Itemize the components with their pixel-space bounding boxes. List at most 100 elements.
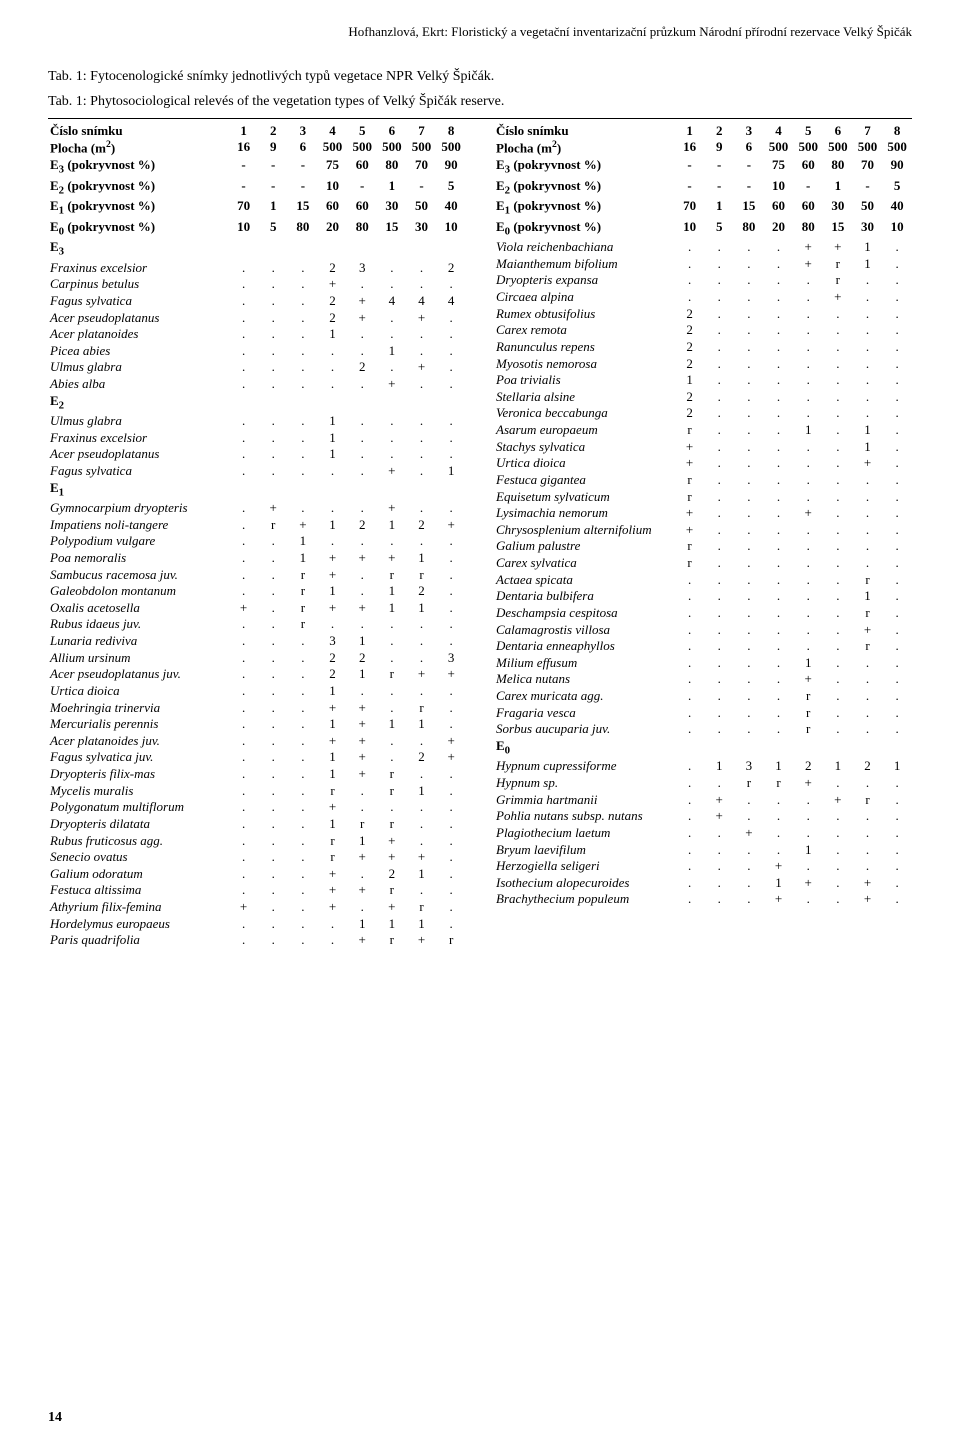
cell-value: . <box>675 638 705 655</box>
cell-value: 2 <box>675 306 705 323</box>
table-row: Circaea alpina.....+.. <box>494 289 912 306</box>
cell-value <box>436 480 466 500</box>
cell-value <box>347 239 377 259</box>
row-label: Veronica beccabunga <box>494 405 675 422</box>
table-row: Ulmus glabra....2.+. <box>48 359 466 376</box>
cell-value: . <box>882 239 912 256</box>
cell-value: . <box>734 538 764 555</box>
cell-value: . <box>288 446 318 463</box>
cell-value: . <box>853 858 883 875</box>
cell-value: + <box>377 899 407 916</box>
cell-value <box>347 393 377 413</box>
cell-value: 2 <box>318 650 348 667</box>
cell-value: . <box>734 622 764 639</box>
cell-value: . <box>436 833 466 850</box>
cell-value: 1 <box>229 123 259 140</box>
cell-value: r <box>377 783 407 800</box>
cell-value: + <box>288 517 318 534</box>
cell-value: . <box>436 882 466 899</box>
cell-value: . <box>229 716 259 733</box>
cell-value: 1 <box>853 422 883 439</box>
row-label: Moehringia trinervia <box>48 700 229 717</box>
table-row: Lysimachia nemorum+...+... <box>494 505 912 522</box>
cell-value: r <box>288 583 318 600</box>
table-row: Mycelis muralis...r.r1. <box>48 783 466 800</box>
cell-value: r <box>258 517 288 534</box>
cell-value: . <box>407 633 437 650</box>
row-label: Allium ursinum <box>48 650 229 667</box>
cell-value: . <box>853 555 883 572</box>
cell-value: . <box>407 260 437 277</box>
cell-value: + <box>347 310 377 327</box>
cell-value: 2 <box>347 359 377 376</box>
cell-value <box>407 239 437 259</box>
cell-value: . <box>704 522 734 539</box>
cell-value: . <box>675 758 705 775</box>
cell-value: . <box>823 505 853 522</box>
cell-value: . <box>882 875 912 892</box>
cell-value: 2 <box>318 310 348 327</box>
cell-value: . <box>793 472 823 489</box>
table-row: Asarum europaeumr...1.1. <box>494 422 912 439</box>
cell-value: r <box>853 792 883 809</box>
cell-value: . <box>347 376 377 393</box>
row-label: Actaea spicata <box>494 572 675 589</box>
cell-value: . <box>258 882 288 899</box>
row-label: Myosotis nemorosa <box>494 356 675 373</box>
cell-value: 1 <box>318 446 348 463</box>
table-row: Acer platanoides...1.... <box>48 326 466 343</box>
cell-value: + <box>318 733 348 750</box>
cell-value: . <box>793 792 823 809</box>
row-label: Picea abies <box>48 343 229 360</box>
cell-value: . <box>229 430 259 447</box>
table-row: Milium effusum....1... <box>494 655 912 672</box>
cell-value: . <box>377 260 407 277</box>
cell-value: . <box>407 430 437 447</box>
cell-value: . <box>675 825 705 842</box>
cell-value: 3 <box>347 260 377 277</box>
table-row: Grimmia hartmanii.+...+r. <box>494 792 912 809</box>
cell-value: . <box>258 413 288 430</box>
cell-value: . <box>258 733 288 750</box>
cell-value: . <box>377 326 407 343</box>
cell-value: . <box>229 833 259 850</box>
cell-value: . <box>288 310 318 327</box>
cell-value: . <box>229 343 259 360</box>
cell-value: . <box>258 463 288 480</box>
cell-value: . <box>853 721 883 738</box>
cell-value: . <box>793 439 823 456</box>
cell-value: . <box>407 276 437 293</box>
cell-value: . <box>793 306 823 323</box>
cell-value: 1 <box>318 766 348 783</box>
cell-value: . <box>407 882 437 899</box>
cell-value: . <box>882 792 912 809</box>
row-label: Polypodium vulgare <box>48 533 229 550</box>
cell-value: . <box>436 550 466 567</box>
cell-value: . <box>853 505 883 522</box>
cell-value: + <box>318 600 348 617</box>
table-row: Herzogiella seligeri...+.... <box>494 858 912 875</box>
cell-value: + <box>347 600 377 617</box>
cell-value: + <box>377 500 407 517</box>
cell-value: . <box>675 875 705 892</box>
row-label: Deschampsia cespitosa <box>494 605 675 622</box>
cell-value: . <box>704 356 734 373</box>
cell-value: . <box>318 916 348 933</box>
cell-value: . <box>258 359 288 376</box>
cell-value <box>258 239 288 259</box>
cell-value: 1 <box>377 600 407 617</box>
cell-value: . <box>853 671 883 688</box>
cell-value: 2 <box>793 758 823 775</box>
cell-value: . <box>704 638 734 655</box>
row-label: Hypnum sp. <box>494 775 675 792</box>
cell-value: . <box>258 916 288 933</box>
cell-value: . <box>882 372 912 389</box>
cell-value: . <box>229 700 259 717</box>
cell-value: . <box>823 655 853 672</box>
cell-value: . <box>823 671 853 688</box>
cell-value: 1 <box>823 178 853 198</box>
cell-value: . <box>675 671 705 688</box>
cell-value: - <box>288 178 318 198</box>
cell-value: . <box>229 533 259 550</box>
cell-value: . <box>704 505 734 522</box>
